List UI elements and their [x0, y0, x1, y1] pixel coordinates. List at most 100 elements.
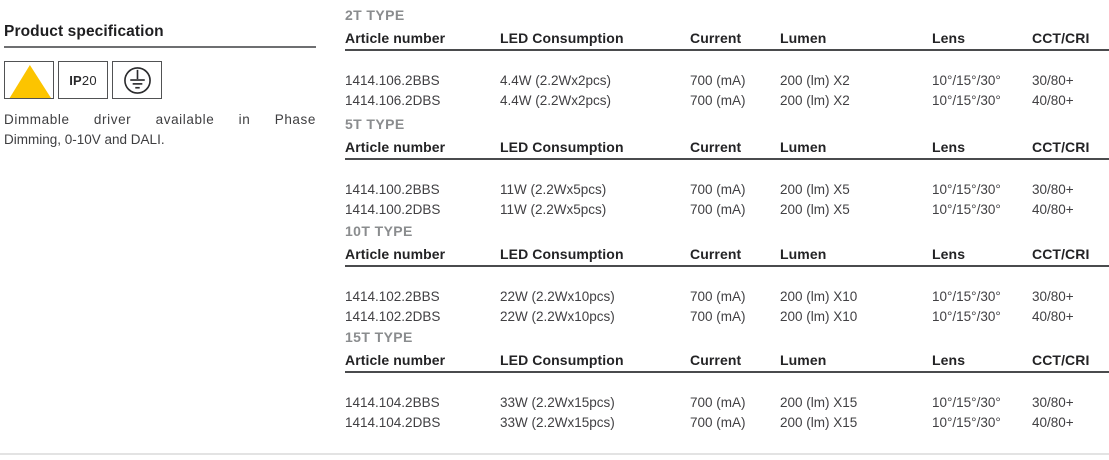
header-row: Article number LED Consumption Current L… — [345, 353, 1109, 373]
col-header-cct-cri: CCT/CRI — [1032, 31, 1109, 51]
section-type-label: 10T TYPE — [345, 223, 413, 239]
cell-lens: 10°/15°/30° — [932, 93, 1001, 108]
col-header-lumen: Lumen — [780, 353, 932, 373]
cell-lumen: 200 (lm) X5 — [780, 202, 850, 217]
cell-article-number: 1414.100.2BBS — [345, 182, 440, 197]
cell-cct-cri: 30/80+ — [1032, 395, 1074, 410]
col-header-led-consumption: LED Consumption — [500, 353, 690, 373]
col-header-cct-cri: CCT/CRI — [1032, 247, 1109, 267]
cell-lumen: 200 (lm) X15 — [780, 415, 858, 430]
col-header-lumen: Lumen — [780, 247, 932, 267]
section-type-label: 5T TYPE — [345, 116, 405, 132]
cell-current: 700 (mA) — [690, 289, 746, 304]
description-line-2: Dimming, 0-10V and DALI. — [4, 132, 165, 147]
cell-article-number: 1414.102.2DBS — [345, 309, 441, 324]
cell-led-consumption: 22W (2.2Wx10pcs) — [500, 309, 615, 324]
cell-current: 700 (mA) — [690, 182, 746, 197]
ip-rating-label: IP20 — [69, 72, 97, 88]
section-type-label: 2T TYPE — [345, 7, 405, 23]
cell-current: 700 (mA) — [690, 395, 746, 410]
cell-current: 700 (mA) — [690, 202, 746, 217]
cell-led-consumption: 4.4W (2.2Wx2pcs) — [500, 73, 612, 88]
dimming-description: Dimmable driver available in Phase Dimmi… — [4, 110, 316, 150]
cell-cct-cri: 40/80+ — [1032, 202, 1074, 217]
col-header-lens: Lens — [932, 31, 1032, 51]
cell-current: 700 (mA) — [690, 309, 746, 324]
cell-article-number: 1414.106.2BBS — [345, 73, 440, 88]
section-type-label: 15T TYPE — [345, 329, 413, 345]
col-header-led-consumption: LED Consumption — [500, 31, 690, 51]
col-header-led-consumption: LED Consumption — [500, 140, 690, 160]
cell-lens: 10°/15°/30° — [932, 182, 1001, 197]
table-row: 1414.100.2BBS 11W (2.2Wx5pcs) 700 (mA) 2… — [345, 159, 1109, 197]
cell-lumen: 200 (lm) X5 — [780, 182, 850, 197]
cell-article-number: 1414.104.2DBS — [345, 415, 441, 430]
col-header-lens: Lens — [932, 140, 1032, 160]
cell-cct-cri: 30/80+ — [1032, 182, 1074, 197]
cell-cct-cri: 30/80+ — [1032, 289, 1074, 304]
product-specification-panel: Product specification IP20 Dimmable driv — [4, 22, 316, 150]
cell-article-number: 1414.104.2BBS — [345, 395, 440, 410]
col-header-article-number: Article number — [345, 353, 500, 373]
col-header-current: Current — [690, 140, 780, 160]
header-row: Article number LED Consumption Current L… — [345, 140, 1109, 160]
page-bottom-rule — [0, 453, 1109, 455]
cell-lumen: 200 (lm) X10 — [780, 309, 858, 324]
spec-section-15t: 15T TYPE Article number LED Consumption … — [345, 330, 1109, 430]
header-row: Article number LED Consumption Current L… — [345, 31, 1109, 51]
cell-led-consumption: 11W (2.2Wx5pcs) — [500, 182, 607, 197]
spec-section-10t: 10T TYPE Article number LED Consumption … — [345, 224, 1109, 324]
col-header-current: Current — [690, 353, 780, 373]
cell-led-consumption: 4.4W (2.2Wx2pcs) — [500, 93, 612, 108]
col-header-article-number: Article number — [345, 247, 500, 267]
col-header-cct-cri: CCT/CRI — [1032, 140, 1109, 160]
cell-cct-cri: 40/80+ — [1032, 415, 1074, 430]
cell-current: 700 (mA) — [690, 93, 746, 108]
cell-cct-cri: 40/80+ — [1032, 93, 1074, 108]
title-underline — [4, 46, 316, 48]
table-row: 1414.102.2BBS 22W (2.2Wx10pcs) 700 (mA) … — [345, 266, 1109, 304]
cell-led-consumption: 11W (2.2Wx5pcs) — [500, 202, 607, 217]
cell-lumen: 200 (lm) X2 — [780, 93, 850, 108]
table-row: 1414.100.2DBS 11W (2.2Wx5pcs) 700 (mA) 2… — [345, 197, 1109, 217]
cell-cct-cri: 30/80+ — [1032, 73, 1074, 88]
triangle-shape — [9, 65, 51, 98]
header-row: Article number LED Consumption Current L… — [345, 247, 1109, 267]
col-header-lumen: Lumen — [780, 31, 932, 51]
col-header-led-consumption: LED Consumption — [500, 247, 690, 267]
col-header-cct-cri: CCT/CRI — [1032, 353, 1109, 373]
col-header-lens: Lens — [932, 247, 1032, 267]
cell-lens: 10°/15°/30° — [932, 395, 1001, 410]
table-row: 1414.104.2BBS 33W (2.2Wx15pcs) 700 (mA) … — [345, 372, 1109, 410]
cell-lens: 10°/15°/30° — [932, 202, 1001, 217]
col-header-current: Current — [690, 247, 780, 267]
table-row: 1414.104.2DBS 33W (2.2Wx15pcs) 700 (mA) … — [345, 410, 1109, 430]
description-line-1: Dimmable driver available in Phase — [4, 112, 316, 127]
col-header-current: Current — [690, 31, 780, 51]
spec-table-5t: Article number LED Consumption Current L… — [345, 140, 1109, 217]
cell-lens: 10°/15°/30° — [932, 73, 1001, 88]
cell-led-consumption: 33W (2.2Wx15pcs) — [500, 415, 615, 430]
cell-led-consumption: 22W (2.2Wx10pcs) — [500, 289, 615, 304]
cell-lumen: 200 (lm) X2 — [780, 73, 850, 88]
certification-icons-row: IP20 — [4, 61, 316, 99]
cell-article-number: 1414.106.2DBS — [345, 93, 441, 108]
warning-triangle-icon — [4, 61, 54, 99]
cell-lumen: 200 (lm) X15 — [780, 395, 858, 410]
col-header-article-number: Article number — [345, 31, 500, 51]
table-row: 1414.102.2DBS 22W (2.2Wx10pcs) 700 (mA) … — [345, 304, 1109, 324]
earth-ground-icon — [112, 61, 162, 99]
cell-lumen: 200 (lm) X10 — [780, 289, 858, 304]
cell-lens: 10°/15°/30° — [932, 415, 1001, 430]
cell-lens: 10°/15°/30° — [932, 309, 1001, 324]
spec-section-2t: 2T TYPE Article number LED Consumption C… — [345, 8, 1109, 108]
cell-lens: 10°/15°/30° — [932, 289, 1001, 304]
col-header-lens: Lens — [932, 353, 1032, 373]
cell-cct-cri: 40/80+ — [1032, 309, 1074, 324]
cell-article-number: 1414.102.2BBS — [345, 289, 440, 304]
spec-tables-area: 2T TYPE Article number LED Consumption C… — [345, 0, 1109, 460]
earth-ground-glyph — [123, 66, 151, 94]
col-header-article-number: Article number — [345, 140, 500, 160]
spec-table-2t: Article number LED Consumption Current L… — [345, 31, 1109, 108]
